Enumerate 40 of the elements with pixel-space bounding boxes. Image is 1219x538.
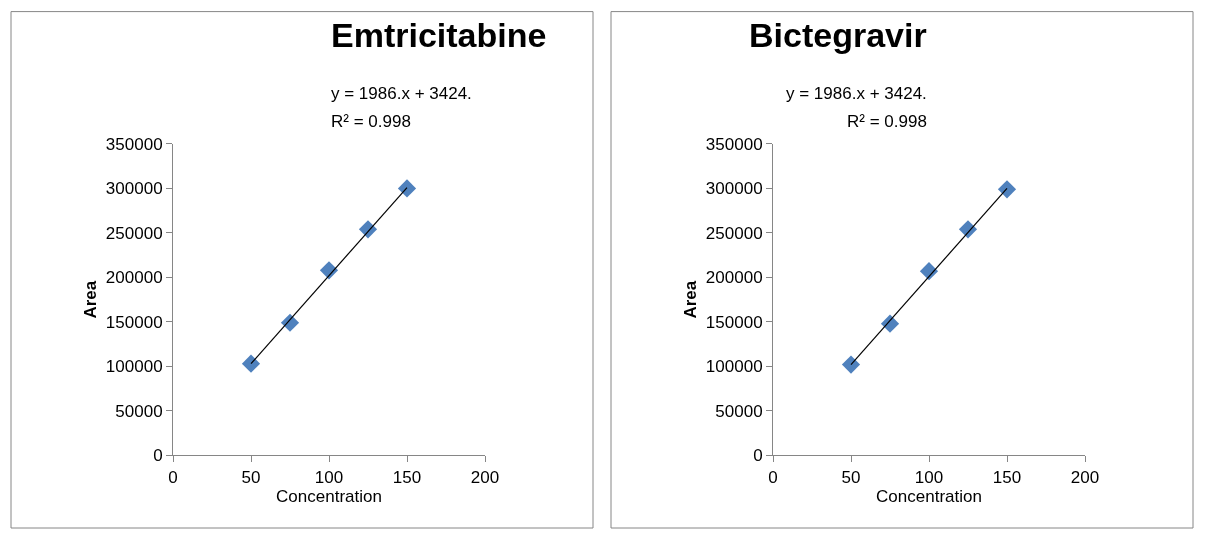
x-tick-label: 100 [914, 467, 944, 487]
point [397, 179, 417, 198]
x-tick-label: 50 [841, 467, 861, 487]
x-tick-label: 100 [314, 467, 344, 487]
y-axis-title: Area [81, 280, 101, 319]
x-tick-label: 200 [1070, 467, 1100, 487]
point [841, 355, 861, 374]
text: y = 1986.x + 3424. [786, 84, 927, 103]
y-tick-label: 350000 [705, 134, 763, 154]
x-axis-title: Concentration [276, 487, 382, 507]
y-tick-label: 0 [153, 446, 163, 466]
y-tick-label: 300000 [705, 179, 763, 199]
y-tick-label: 0 [753, 446, 763, 466]
text: R² = 0.998 [331, 112, 411, 131]
y-tick-label: 100000 [105, 357, 163, 377]
x-tick-label: 50 [241, 467, 261, 487]
chart-title: Bictegravir [749, 16, 927, 54]
x-tick-label: 150 [992, 467, 1022, 487]
text: R² = 0.998 [847, 112, 927, 131]
x-tick-label: 0 [768, 467, 778, 487]
y-tick-label: 100000 [705, 357, 763, 377]
x-tick-label: 0 [168, 467, 178, 487]
x-tick-label: 150 [392, 467, 422, 487]
y-tick-label: 200000 [105, 268, 163, 288]
text: y = 1986.x + 3424. [331, 84, 472, 103]
chart-title: Emtricitabine [331, 16, 547, 54]
y-tick-label: 50000 [715, 401, 763, 421]
y-tick-label: 250000 [105, 223, 163, 243]
y-tick-label: 350000 [105, 134, 163, 154]
point [241, 354, 261, 373]
y-tick-label: 150000 [705, 312, 763, 332]
y-tick-label: 150000 [105, 312, 163, 332]
x-axis-title: Concentration [876, 487, 982, 507]
y-tick-label: 200000 [705, 268, 763, 288]
y-axis-title: Area [681, 280, 701, 319]
y-tick-label: 250000 [705, 223, 763, 243]
y-tick-label: 300000 [105, 179, 163, 199]
y-tick-label: 50000 [115, 401, 163, 421]
x-tick-label: 200 [470, 467, 500, 487]
point [997, 180, 1017, 199]
